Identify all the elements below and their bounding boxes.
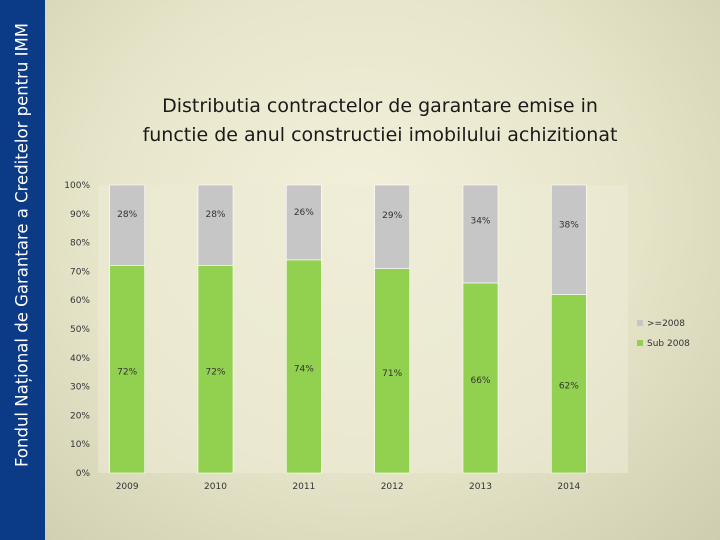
legend-label: >=2008 xyxy=(647,319,685,329)
bar-ge-2008-2012 xyxy=(374,184,410,269)
legend-swatch xyxy=(637,340,643,346)
y-tick-label: 20% xyxy=(70,411,90,421)
x-tick-label: 2010 xyxy=(204,482,227,492)
bar-ge-2008-2011 xyxy=(286,184,322,261)
chart-title: Distributia contractelor de garantare em… xyxy=(100,92,660,150)
data-label: 71% xyxy=(382,369,402,379)
data-label: 34% xyxy=(470,216,490,226)
y-tick-label: 50% xyxy=(70,325,90,335)
data-label: 29% xyxy=(382,211,402,221)
data-label: 72% xyxy=(205,367,225,377)
legend-label: Sub 2008 xyxy=(647,339,690,349)
x-tick-label: 2009 xyxy=(116,482,139,492)
y-tick-label: 70% xyxy=(70,267,90,277)
bar-ge-2008-2014 xyxy=(551,184,587,295)
x-tick-label: 2011 xyxy=(292,482,315,492)
y-tick-label: 40% xyxy=(70,354,90,364)
y-tick-label: 100% xyxy=(64,181,90,191)
data-label: 66% xyxy=(470,376,490,386)
bar-sub-2008-2010 xyxy=(197,265,234,474)
data-label: 72% xyxy=(117,367,137,377)
data-label: 28% xyxy=(117,210,137,220)
y-tick-label: 90% xyxy=(70,210,90,220)
data-label: 26% xyxy=(294,208,314,218)
y-tick-label: 0% xyxy=(76,469,91,479)
data-label: 62% xyxy=(559,382,579,392)
bar-ge-2008-2010 xyxy=(197,184,234,266)
bar-sub-2008-2011 xyxy=(286,259,322,474)
bar-ge-2008-2013 xyxy=(462,184,499,284)
chart-title-line-1: Distributia contractelor de garantare em… xyxy=(162,95,598,117)
y-tick-label: 30% xyxy=(70,383,90,393)
y-tick-label: 80% xyxy=(70,239,90,249)
bar-ge-2008-2009 xyxy=(109,184,145,266)
x-tick-label: 2012 xyxy=(381,482,404,492)
bar-sub-2008-2012 xyxy=(374,268,410,474)
sidebar: Fondul Național de Garantare a Creditelo… xyxy=(0,0,45,540)
y-tick-label: 60% xyxy=(70,296,90,306)
data-label: 74% xyxy=(294,364,314,374)
y-tick-label: 10% xyxy=(70,440,90,450)
plot-area xyxy=(98,185,628,473)
bar-sub-2008-2014 xyxy=(551,294,587,474)
data-label: 28% xyxy=(205,210,225,220)
chart-title-line-2: functie de anul constructiei imobilului … xyxy=(142,124,618,146)
x-tick-label: 2013 xyxy=(469,482,492,492)
data-label: 38% xyxy=(559,220,579,230)
legend-swatch xyxy=(637,320,643,326)
x-tick-label: 2014 xyxy=(557,482,580,492)
bar-sub-2008-2013 xyxy=(462,282,499,474)
